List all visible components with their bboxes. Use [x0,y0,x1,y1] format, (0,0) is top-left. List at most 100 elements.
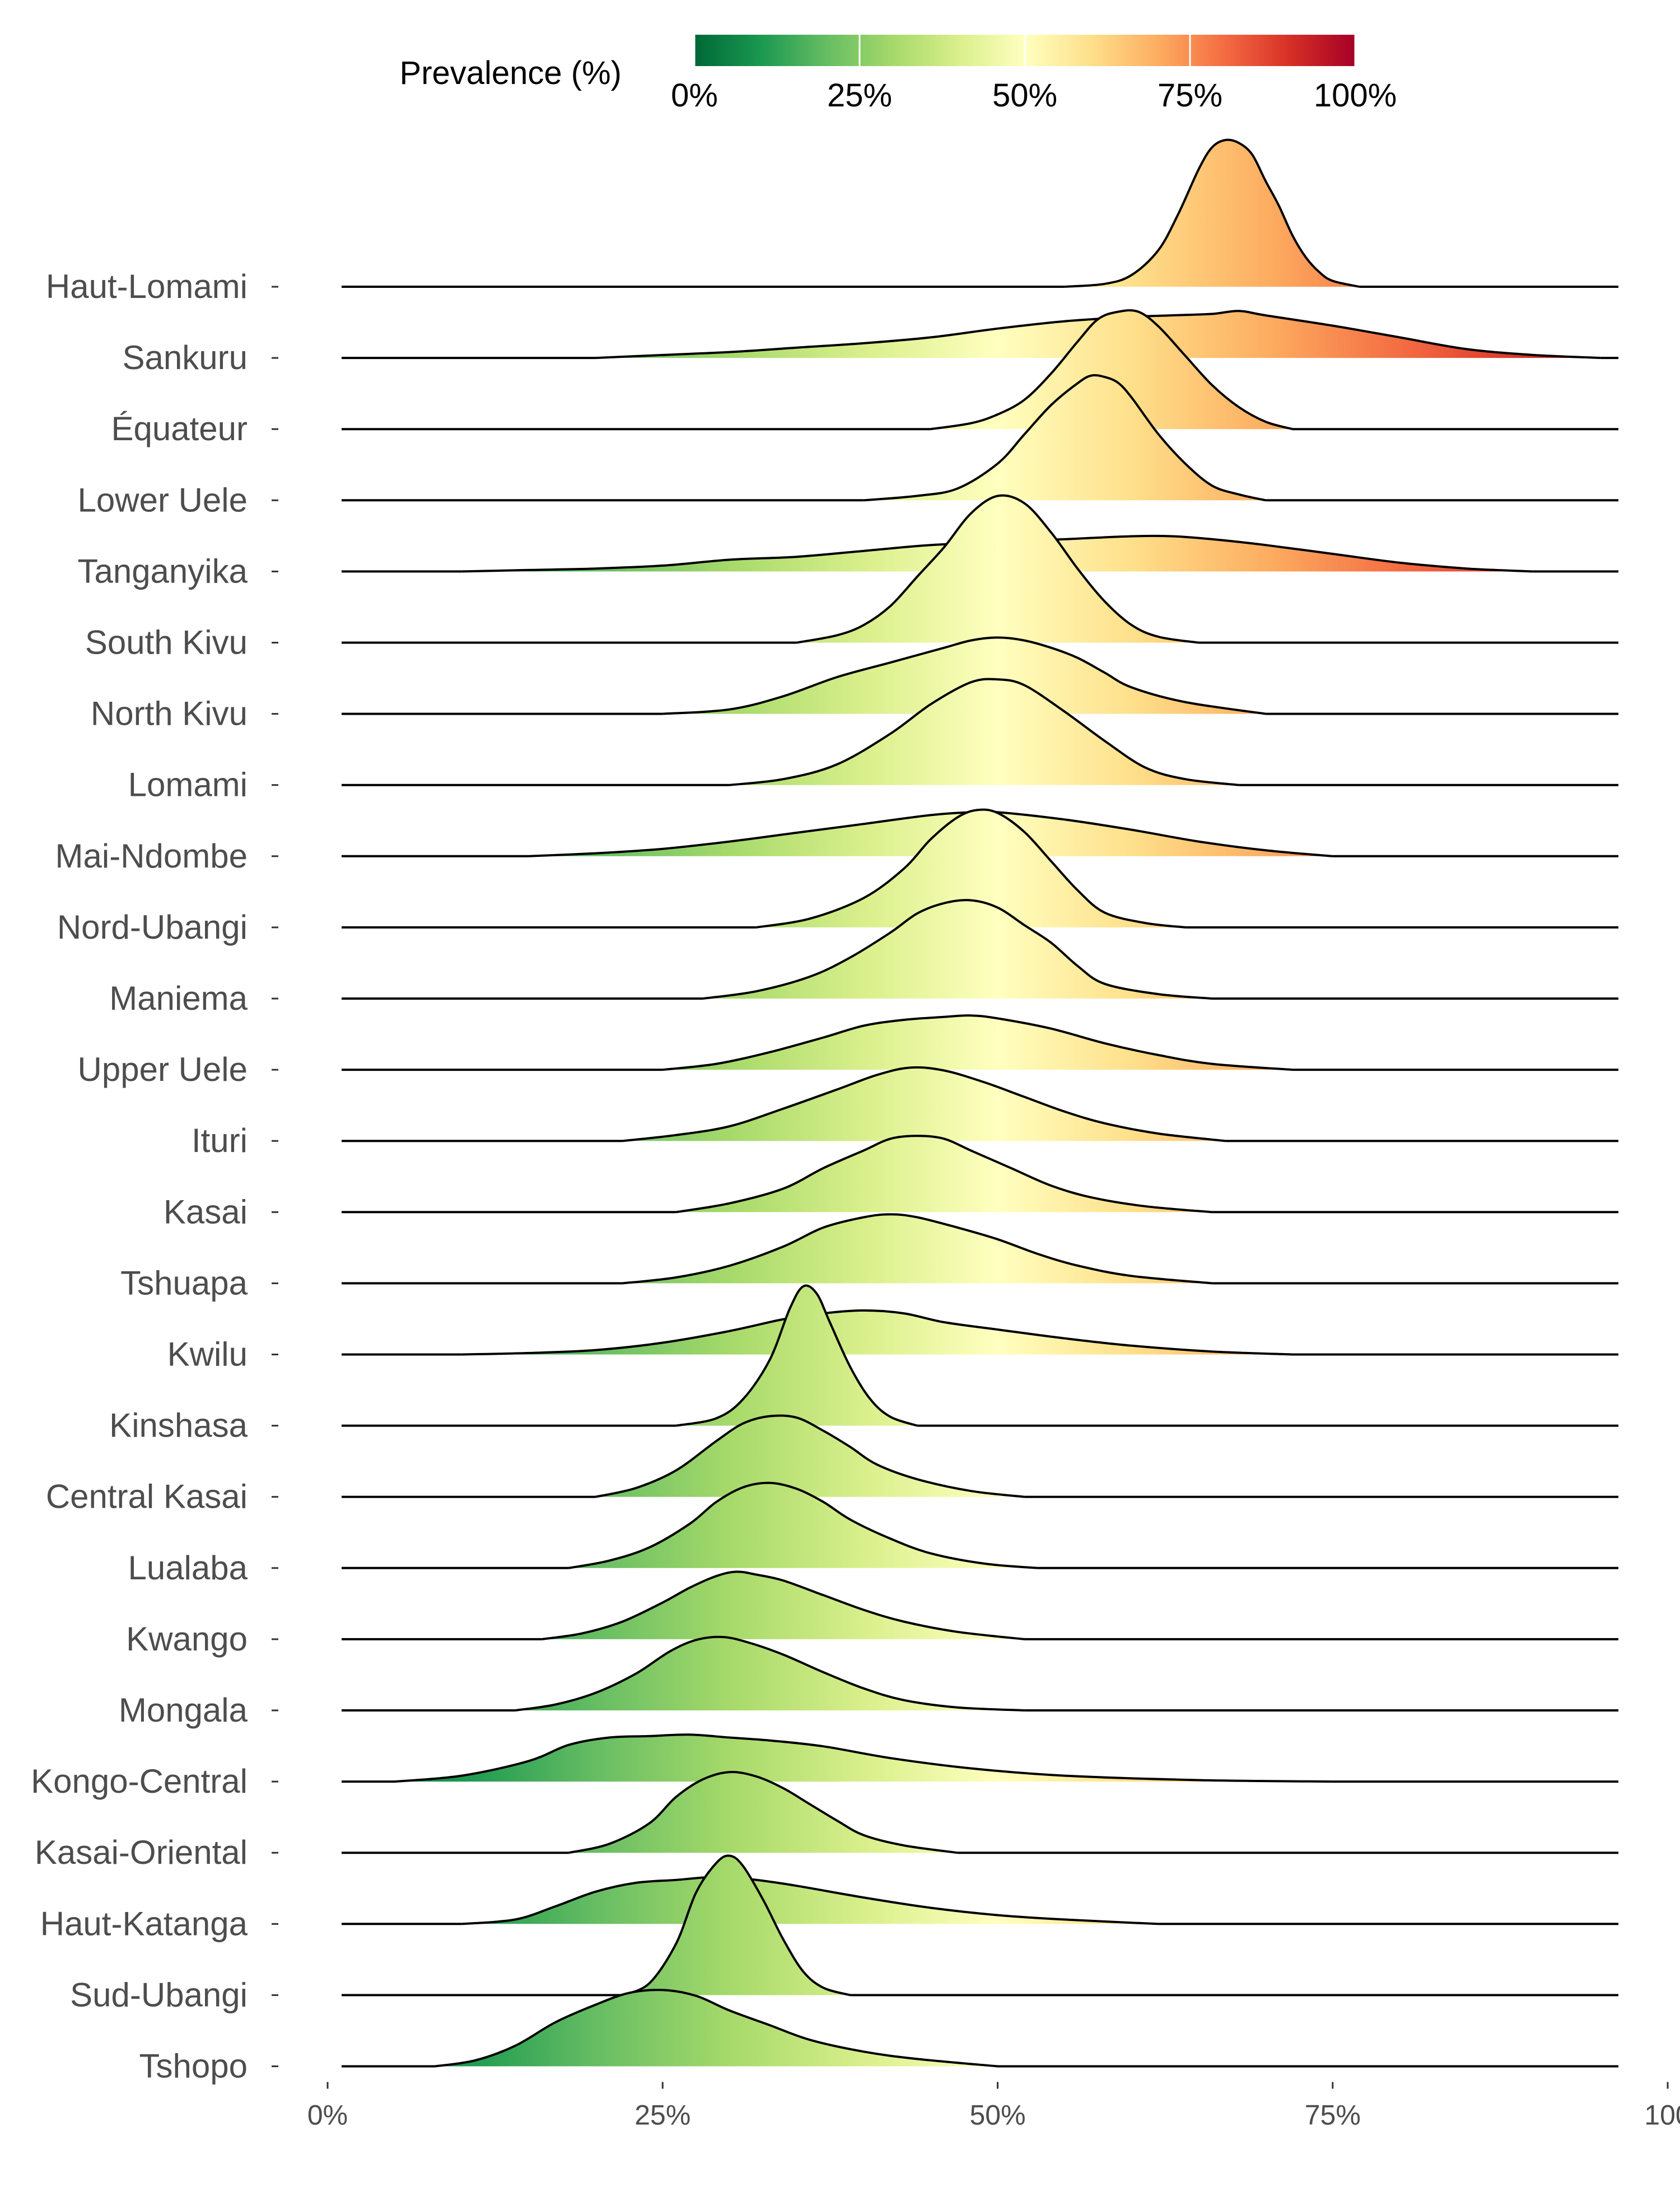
y-tick-label: Haut-Lomami [46,268,248,305]
ridge-area [662,637,1266,714]
ridge-outline [864,374,1266,502]
ridge-outline [662,636,1266,715]
y-axis-labels: Haut-Lomami Sankuru Équateur Lower Uele Tang… [31,268,278,2085]
ridge-kwango [342,1570,1618,1640]
ridge-outline [930,309,1293,431]
ridge-area [595,1415,1025,1497]
ridge-area [461,1310,1292,1355]
x-tick-label: 0% [307,2100,348,2131]
y-tick-label: North Kivu [91,695,248,733]
y-tick-label: Sud-Ubangi [70,1976,248,2013]
y-tick-label: Mai-Ndombe [55,837,248,875]
ridge-area [622,1067,1226,1141]
y-tick-label: Maniema [109,980,248,1017]
ridge-area [529,811,1333,856]
ridge-outline [394,1733,1333,1783]
x-tick-label: 100 [1644,2100,1680,2131]
ridge-outline [568,1770,958,1854]
y-tick-label: Nord-Ubangi [57,908,248,946]
x-tick-label: 25% [634,2100,690,2131]
ridge-haut-lomami [342,138,1618,288]
ridge-kongo-central [342,1733,1618,1783]
ridge-area [515,1636,1025,1710]
x-axis: 0% 25% 50% 75% 100 [307,2082,1680,2131]
ridge-lomami [342,678,1618,786]
ridge-outline [662,1014,1293,1071]
ridge-area [729,679,1239,785]
ridges [342,138,1618,2068]
ridge-sud-ubangi [342,1854,1618,1997]
ridge-maniema [342,899,1618,1000]
ridge-area [864,375,1266,501]
ridge-outline [756,808,1186,929]
ridge--quateur [342,309,1618,431]
y-tick-label: Mongala [119,1691,248,1729]
ridge-area [622,1855,851,1995]
ridge-area [930,310,1292,430]
y-tick-label: Kongo-Central [31,1762,248,1800]
y-tick-label: Lomami [128,766,248,804]
ridge-haut-katanga [342,1876,1618,1925]
ridge-central-kasai [342,1414,1618,1498]
ridge-area [796,495,1199,643]
y-tick-label: Sankuru [123,339,248,376]
ridge-area [1065,139,1360,287]
ridge-lower-uele [342,374,1618,502]
ridge-area [568,1771,958,1853]
y-tick-label: Haut-Katanga [40,1905,248,1942]
y-tick-label: Équateur [111,410,248,447]
y-tick-label: Kasai [164,1193,248,1230]
y-tick-label: Kwango [126,1620,248,1658]
y-tick-label: Tanganyika [77,552,248,590]
y-tick-label: Kinshasa [109,1407,248,1444]
ridge-north-kivu [342,636,1618,715]
ridge-outline [568,1481,1038,1569]
legend-tick-label: 75% [1158,77,1222,114]
ridge-area [756,809,1186,927]
ridge-outline [729,678,1239,786]
legend-tick-label: 100% [1314,77,1397,114]
y-tick-label: Kwilu [167,1336,248,1373]
ridge-outline [542,1570,1025,1640]
ridge-outline [461,1876,1159,1925]
ridge-kinshasa [342,1284,1618,1427]
legend-tick-label: 0% [671,77,718,114]
y-tick-label: Lower Uele [78,481,248,519]
legend-title: Prevalence (%) [400,55,622,91]
ridge-area [542,1572,1025,1639]
ridge-nord-ubangi [342,808,1618,929]
ridge-outline [622,1213,1212,1285]
y-tick-label: Lualaba [128,1549,248,1587]
ridge-outline [702,899,1212,1000]
ridge-lualaba [342,1481,1618,1569]
ridge-outline [435,1989,998,2068]
ridge-kasai [342,1135,1618,1214]
y-tick-label: Upper Uele [78,1051,248,1088]
ridge-kasai-oriental [342,1770,1618,1854]
legend-ticks: 0% 25% 50% 75% 100% [671,35,1397,114]
ridge-tshuapa [342,1213,1618,1285]
ridge-area [568,1482,1038,1568]
y-tick-label: South Kivu [85,624,248,661]
x-tick-label: 75% [1305,2100,1361,2131]
ridge-outline [675,1135,1212,1214]
ridge-mai-ndombe [342,810,1618,857]
ridge-outline [528,810,1333,857]
y-tick-label: Central Kasai [46,1478,248,1515]
ridge-outline [622,1854,851,1997]
ridge-kwilu [342,1309,1618,1356]
ridge-sankuru [342,310,1618,360]
ridge-area [703,900,1212,999]
ridge-outline [1065,138,1360,288]
ridge-area [394,1734,1333,1782]
color-legend: Prevalence (%) 0% 25% 50% 75% 100% [400,35,1397,114]
ridge-outline [595,1414,1025,1498]
y-tick-label: Kasai-Oriental [35,1834,248,1871]
ridge-area [662,1015,1292,1070]
y-tick-label: Tshopo [139,2048,248,2085]
ridge-outline [675,1284,918,1427]
ridge-area [435,1990,998,2067]
ridge-outline [622,1066,1226,1143]
